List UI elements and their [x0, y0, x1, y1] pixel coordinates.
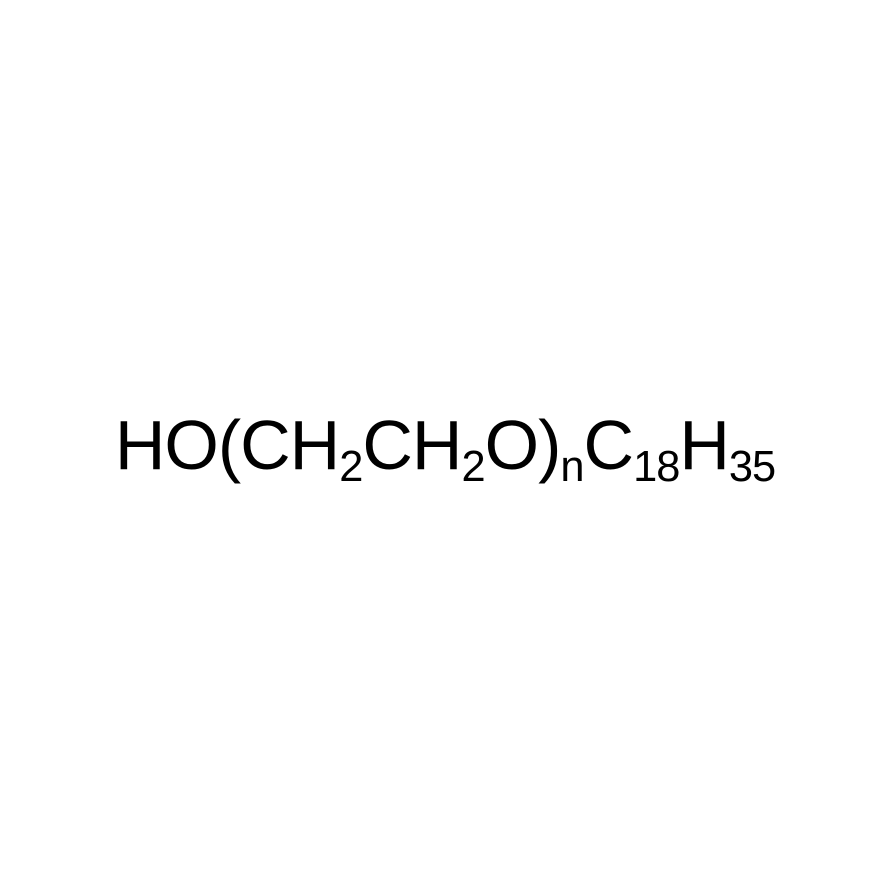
formula-subscript: 35 [729, 443, 775, 491]
formula-text: HO [115, 406, 218, 484]
formula-text: H [679, 406, 729, 484]
formula-subscript: n [560, 443, 583, 491]
formula-text: C [584, 406, 634, 484]
formula-text: CH [240, 406, 339, 484]
formula-subscript: 2 [339, 443, 362, 491]
formula-subscript: 18 [633, 443, 679, 491]
formula-text: CH [362, 406, 461, 484]
chemical-formula: HO(CH2CH2O)nC18H35 [115, 410, 775, 480]
formula-text: O [485, 406, 538, 484]
diagram-canvas: HO(CH2CH2O)nC18H35 [0, 0, 890, 890]
formula-subscript: 2 [461, 443, 484, 491]
formula-text: ) [538, 406, 560, 484]
formula-text: ( [218, 406, 240, 484]
